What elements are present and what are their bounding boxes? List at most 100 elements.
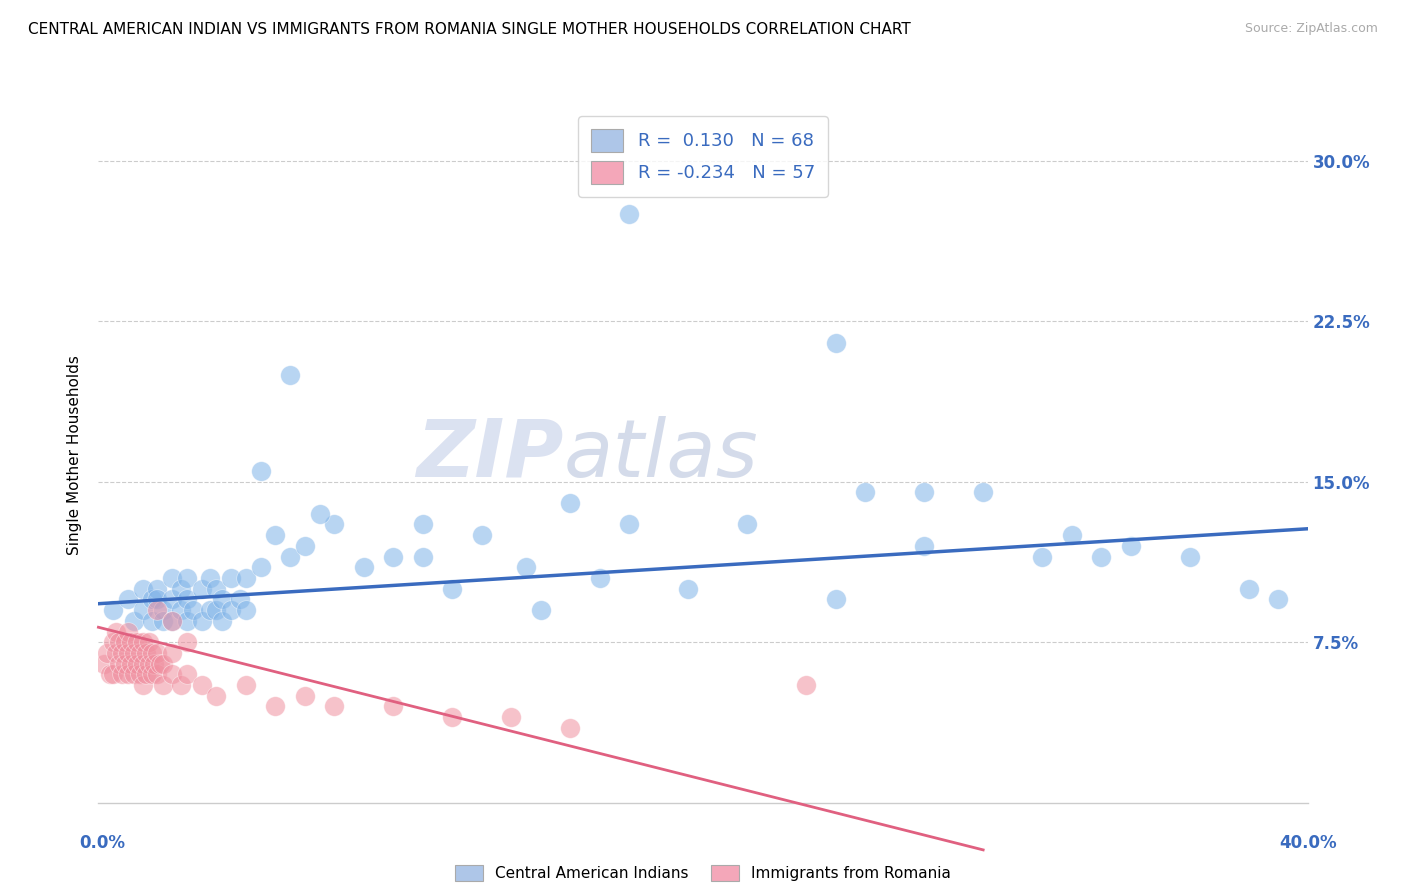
Point	[176, 667, 198, 681]
Point	[735, 517, 758, 532]
Point	[160, 592, 183, 607]
Point	[170, 582, 193, 596]
Point	[122, 667, 145, 681]
Point	[235, 603, 257, 617]
Point	[530, 603, 553, 617]
Point	[229, 592, 252, 607]
Point	[560, 721, 582, 735]
Point	[205, 603, 228, 617]
Point	[211, 614, 233, 628]
Point	[1090, 549, 1112, 564]
Legend: Central American Indians, Immigrants from Romania: Central American Indians, Immigrants fro…	[450, 861, 956, 886]
Point	[101, 635, 124, 649]
Point	[619, 207, 641, 221]
Point	[515, 560, 537, 574]
Point	[176, 635, 198, 649]
Point	[135, 667, 157, 681]
Point	[382, 699, 405, 714]
Point	[152, 678, 174, 692]
Point	[249, 464, 271, 478]
Point	[912, 485, 935, 500]
Point	[219, 603, 242, 617]
Point	[353, 560, 375, 574]
Point	[278, 368, 301, 382]
Point	[1031, 549, 1053, 564]
Point	[824, 592, 846, 607]
Point	[122, 614, 145, 628]
Point	[190, 678, 212, 692]
Point	[125, 657, 148, 671]
Point	[794, 678, 817, 692]
Point	[471, 528, 494, 542]
Point	[264, 528, 287, 542]
Point	[200, 603, 222, 617]
Point	[308, 507, 330, 521]
Point	[93, 657, 115, 671]
Point	[131, 582, 153, 596]
Text: atlas: atlas	[564, 416, 759, 494]
Point	[138, 657, 160, 671]
Text: 0.0%: 0.0%	[80, 834, 125, 852]
Point	[128, 667, 150, 681]
Point	[141, 614, 163, 628]
Point	[105, 624, 128, 639]
Point	[152, 603, 174, 617]
Point	[1237, 582, 1260, 596]
Point	[1267, 592, 1289, 607]
Point	[141, 646, 163, 660]
Point	[114, 635, 136, 649]
Point	[125, 635, 148, 649]
Point	[912, 539, 935, 553]
Point	[143, 657, 166, 671]
Point	[294, 689, 316, 703]
Point	[176, 571, 198, 585]
Point	[160, 571, 183, 585]
Point	[323, 517, 346, 532]
Point	[117, 592, 139, 607]
Point	[190, 582, 212, 596]
Text: Source: ZipAtlas.com: Source: ZipAtlas.com	[1244, 22, 1378, 36]
Point	[138, 635, 160, 649]
Point	[117, 646, 139, 660]
Point	[146, 592, 169, 607]
Point	[111, 646, 134, 660]
Point	[1178, 549, 1201, 564]
Point	[101, 667, 124, 681]
Text: CENTRAL AMERICAN INDIAN VS IMMIGRANTS FROM ROMANIA SINGLE MOTHER HOUSEHOLDS CORR: CENTRAL AMERICAN INDIAN VS IMMIGRANTS FR…	[28, 22, 911, 37]
Point	[181, 603, 204, 617]
Point	[108, 635, 131, 649]
Point	[98, 667, 121, 681]
Point	[131, 603, 153, 617]
Point	[146, 603, 169, 617]
Point	[141, 592, 163, 607]
Y-axis label: Single Mother Households: Single Mother Households	[67, 355, 83, 555]
Point	[205, 582, 228, 596]
Point	[117, 624, 139, 639]
Point	[146, 667, 169, 681]
Point	[108, 657, 131, 671]
Point	[160, 667, 183, 681]
Point	[131, 635, 153, 649]
Point	[160, 614, 183, 628]
Point	[219, 571, 242, 585]
Text: 40.0%: 40.0%	[1279, 834, 1336, 852]
Point	[235, 678, 257, 692]
Point	[114, 657, 136, 671]
Point	[200, 571, 222, 585]
Point	[441, 582, 464, 596]
Point	[170, 678, 193, 692]
Point	[412, 549, 434, 564]
Point	[170, 603, 193, 617]
Point	[128, 646, 150, 660]
Point	[120, 635, 142, 649]
Point	[619, 517, 641, 532]
Point	[176, 592, 198, 607]
Point	[160, 646, 183, 660]
Point	[382, 549, 405, 564]
Point	[211, 592, 233, 607]
Point	[152, 614, 174, 628]
Point	[278, 549, 301, 564]
Point	[560, 496, 582, 510]
Point	[131, 678, 153, 692]
Point	[152, 657, 174, 671]
